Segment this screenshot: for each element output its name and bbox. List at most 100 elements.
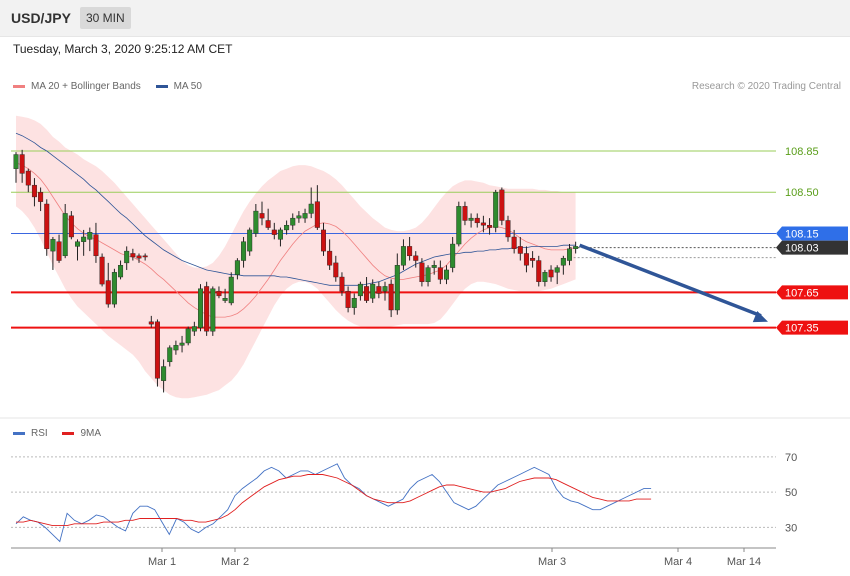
candle-body	[56, 241, 62, 261]
candle-body	[154, 321, 160, 379]
candle-body	[111, 272, 117, 305]
level-tag-107.65	[776, 285, 848, 300]
candle-body	[542, 272, 548, 282]
candle-body	[93, 234, 99, 257]
candle-body	[339, 276, 345, 292]
candle-body	[296, 215, 302, 219]
rsi-tick-50: 50	[785, 487, 797, 499]
level-label-108.15: 108.15	[785, 228, 819, 240]
price-legend: MA 20 + Bollinger Bands MA 50	[13, 81, 214, 92]
candle-body	[50, 239, 56, 252]
candle-body	[74, 241, 80, 247]
candle-body	[31, 184, 37, 198]
level-label-108.50: 108.50	[785, 187, 819, 199]
x-tick-label: Mar 3	[538, 556, 566, 568]
candle-body	[62, 213, 68, 257]
candle-body	[204, 286, 210, 332]
candle-body	[419, 262, 425, 282]
candle-body	[425, 267, 431, 282]
candle-body	[271, 229, 277, 235]
candle-body	[38, 192, 44, 202]
candle-body	[185, 328, 191, 344]
candle-body	[302, 213, 308, 219]
candle-body	[247, 229, 253, 252]
candle-body	[413, 255, 419, 261]
candle-body	[136, 255, 142, 259]
candle-body	[560, 257, 566, 266]
candle-body	[407, 246, 413, 257]
candle-body	[517, 246, 523, 254]
candle-body	[314, 201, 320, 228]
candle-body	[505, 220, 511, 238]
candle-body	[487, 224, 493, 228]
current-price-label: 108.03	[785, 243, 819, 255]
forecast-arrow-shaft	[579, 243, 762, 318]
candle-body	[388, 283, 394, 311]
candle-body	[259, 213, 265, 219]
candle-body	[99, 256, 105, 285]
candle-body	[523, 253, 529, 266]
candle-body	[179, 342, 185, 346]
candle-body	[265, 220, 271, 228]
candle-body	[382, 286, 388, 292]
credit-text: Research © 2020 Trading Central	[691, 81, 841, 92]
candle-body	[370, 283, 376, 299]
candle-body	[234, 260, 240, 275]
candle-body	[400, 246, 406, 266]
candle-body	[450, 243, 456, 268]
candle-body	[308, 203, 314, 214]
candle-body	[284, 224, 290, 231]
candle-body	[68, 215, 74, 238]
candles-group	[13, 149, 579, 393]
rsi-ma-line	[16, 474, 652, 527]
x-tick-label: Mar 4	[664, 556, 692, 568]
candle-body	[173, 345, 179, 351]
legend-rsi: RSI	[13, 428, 48, 439]
instrument-title: USD/JPY	[11, 10, 71, 26]
forecast-arrow-head	[752, 310, 768, 323]
candle-body	[105, 280, 111, 305]
x-tick-label: Mar 2	[221, 556, 249, 568]
ma50-line	[15, 132, 576, 286]
candle-body	[118, 265, 124, 278]
candle-body	[81, 236, 87, 242]
candle-body	[253, 210, 259, 234]
candle-body	[511, 236, 517, 249]
candle-body	[87, 232, 93, 240]
timestamp: Tuesday, March 3, 2020 9:25:12 AM CET	[13, 42, 233, 56]
candle-body	[25, 170, 31, 186]
candle-body	[536, 260, 542, 282]
candle-body	[161, 366, 167, 381]
candle-body	[191, 326, 197, 332]
candle-body	[474, 217, 480, 224]
candle-body	[480, 222, 486, 226]
candle-body	[222, 298, 228, 301]
rsi-legend: RSI 9MA	[13, 428, 113, 439]
level-tag-108.15	[776, 226, 848, 241]
current-price-tag	[776, 240, 848, 255]
candle-body	[197, 288, 203, 328]
candle-body	[142, 255, 148, 258]
candle-body	[499, 189, 505, 221]
candle-body	[573, 246, 579, 249]
candle-body	[351, 298, 357, 308]
candle-body	[44, 203, 50, 249]
candle-body	[364, 286, 370, 301]
candle-body	[19, 154, 25, 174]
candle-body	[167, 347, 173, 363]
level-label-108.85: 108.85	[785, 146, 819, 158]
ma20-line	[15, 162, 576, 318]
timeframe-button[interactable]: 30 MIN	[80, 7, 131, 29]
candle-body	[327, 250, 333, 266]
candle-body	[394, 265, 400, 311]
legend-ma20: MA 20 + Bollinger Bands	[13, 81, 141, 92]
candle-body	[567, 248, 573, 261]
candle-body	[210, 288, 216, 332]
candle-body	[431, 265, 437, 268]
candle-body	[530, 257, 536, 261]
rsi-tick-30: 30	[785, 522, 797, 534]
candle-body	[241, 241, 247, 261]
x-tick-label: Mar 1	[148, 556, 176, 568]
candle-body	[357, 283, 363, 297]
